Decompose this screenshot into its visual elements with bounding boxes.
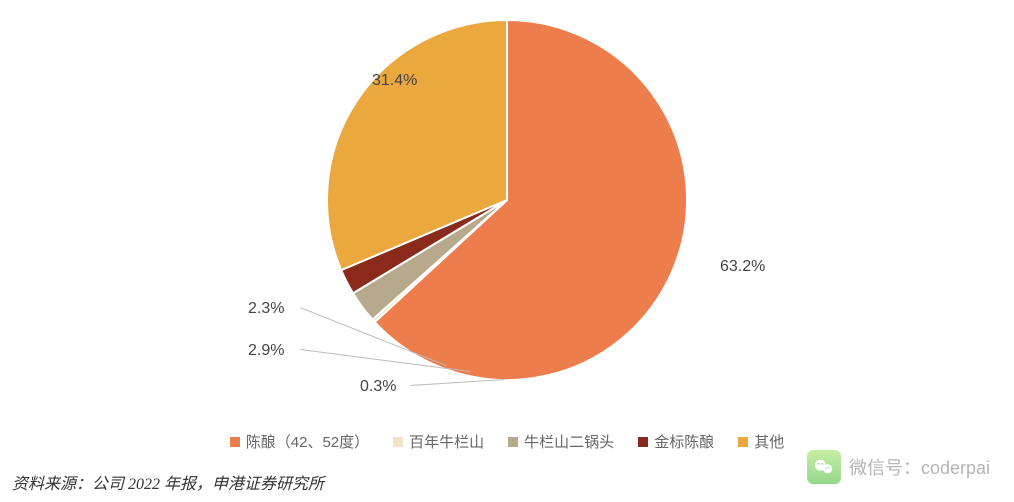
legend-item: 其他 <box>738 431 784 452</box>
legend: 陈酿（42、52度） 百年牛栏山 牛栏山二锅头 金标陈酿 其他 <box>0 431 1014 452</box>
legend-marker <box>230 437 240 447</box>
legend-marker <box>638 437 648 447</box>
legend-item: 金标陈酿 <box>638 431 714 452</box>
pie-chart-area: 63.2% 0.3% 2.9% 2.3% 31.4% <box>0 0 1014 430</box>
legend-label: 牛栏山二锅头 <box>524 431 614 452</box>
legend-item: 百年牛栏山 <box>393 431 484 452</box>
legend-marker <box>393 437 403 447</box>
data-label: 2.9% <box>248 342 284 360</box>
data-label: 0.3% <box>360 378 396 396</box>
data-label: 2.3% <box>248 300 284 318</box>
leader-line <box>410 379 505 386</box>
legend-label: 百年牛栏山 <box>409 431 484 452</box>
legend-label: 金标陈酿 <box>654 431 714 452</box>
legend-marker <box>508 437 518 447</box>
legend-item: 牛栏山二锅头 <box>508 431 614 452</box>
watermark-label: 微信号：coderpai <box>849 454 990 480</box>
legend-label: 陈酿（42、52度） <box>246 431 369 452</box>
source-text: 资料来源：公司 2022 年报，申港证券研究所 <box>12 470 324 494</box>
legend-label: 其他 <box>754 431 784 452</box>
data-label: 63.2% <box>720 258 765 276</box>
watermark: 微信号：coderpai <box>807 450 990 484</box>
legend-marker <box>738 437 748 447</box>
legend-item: 陈酿（42、52度） <box>230 431 369 452</box>
wechat-icon <box>807 450 841 484</box>
data-label: 31.4% <box>372 72 417 90</box>
